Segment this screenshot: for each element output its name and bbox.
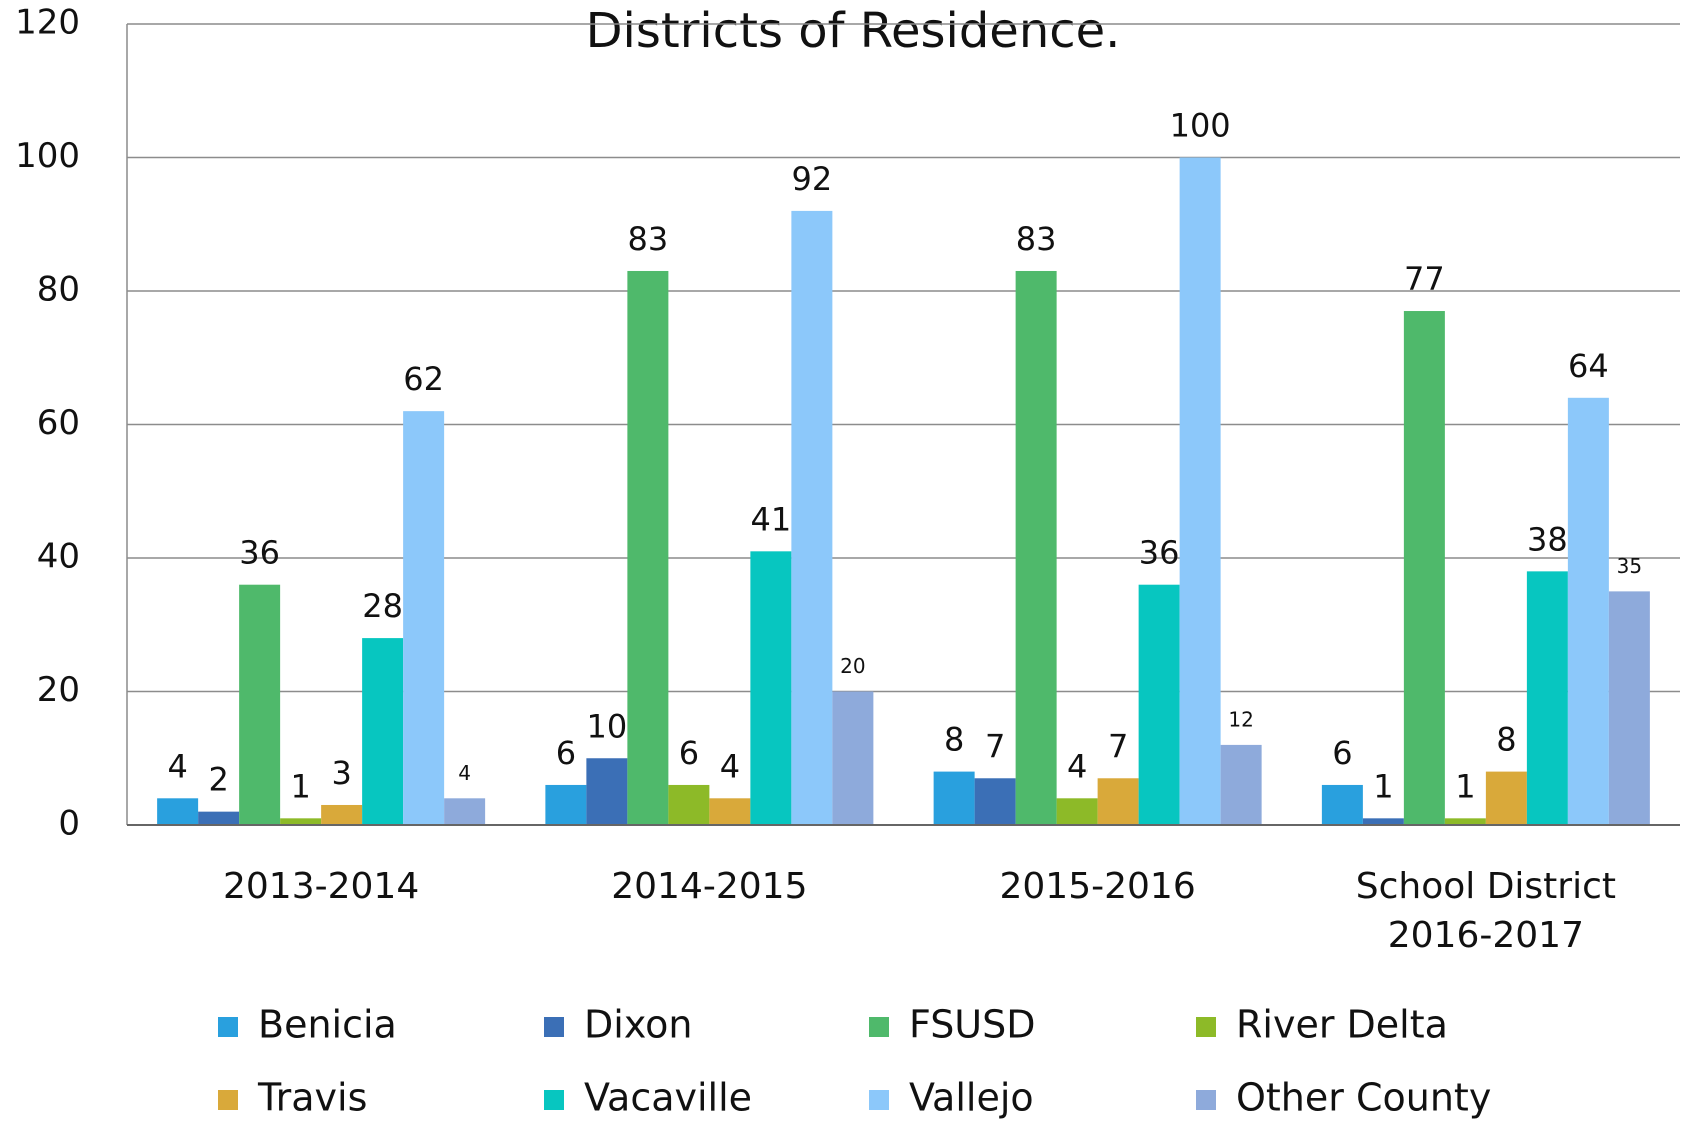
bar	[1056, 798, 1098, 825]
data-label: 6	[679, 734, 699, 772]
data-label: 8	[944, 721, 964, 759]
data-label: 1	[290, 767, 310, 805]
bar	[832, 691, 874, 825]
y-tick-label: 60	[37, 403, 80, 443]
chart-title: Districts of Residence.	[586, 3, 1121, 59]
data-label: 12	[1228, 707, 1253, 731]
data-label: 38	[1527, 520, 1568, 558]
bar	[1526, 571, 1568, 825]
y-tick-label: 100	[15, 136, 80, 176]
data-label: 28	[362, 587, 403, 625]
bar	[362, 638, 404, 825]
legend-label: Benicia	[258, 1003, 397, 1047]
legend-label: FSUSD	[909, 1003, 1036, 1047]
bar	[1362, 818, 1404, 825]
data-label: 3	[331, 754, 351, 792]
data-label: 7	[985, 727, 1005, 765]
legend-label: River Delta	[1236, 1003, 1448, 1047]
legend-label: Vallejo	[909, 1076, 1034, 1120]
data-label: 4	[167, 747, 187, 785]
x-tick-label: 2014-2015	[611, 866, 808, 907]
legend-swatch	[1196, 1090, 1216, 1110]
legend-swatch	[544, 1017, 564, 1037]
data-label: 1	[1455, 767, 1475, 805]
bar	[1321, 784, 1363, 825]
bar	[1444, 818, 1486, 825]
bar	[933, 771, 975, 825]
bar	[586, 758, 628, 825]
data-label: 41	[751, 500, 792, 538]
bar	[1485, 771, 1527, 825]
bar	[750, 551, 792, 825]
data-label: 10	[587, 707, 628, 745]
bar	[1015, 270, 1057, 826]
bar	[157, 798, 199, 825]
y-tick-label: 20	[37, 670, 80, 710]
legend-swatch	[869, 1090, 889, 1110]
legend-label: Vacaville	[584, 1076, 752, 1120]
y-tick-label: 0	[58, 804, 80, 844]
bar	[1567, 397, 1609, 825]
bar	[709, 798, 751, 825]
data-label: 36	[1139, 534, 1180, 572]
bar	[198, 811, 240, 825]
legend-label: Dixon	[584, 1003, 692, 1047]
data-label: 35	[1617, 554, 1642, 578]
data-label: 6	[556, 734, 576, 772]
legend-swatch	[869, 1017, 889, 1037]
bar	[1097, 778, 1139, 825]
legend-swatch	[1196, 1017, 1216, 1037]
legend-label: Other County	[1236, 1076, 1491, 1120]
data-label: 6	[1332, 734, 1352, 772]
data-label: 7	[1108, 727, 1128, 765]
x-tick-label: School District 2016-2017	[1355, 866, 1616, 956]
data-label: 1	[1373, 767, 1393, 805]
data-label: 92	[792, 160, 833, 198]
bar	[321, 804, 363, 825]
data-label: 2	[208, 761, 228, 799]
legend-swatch	[218, 1090, 238, 1110]
bar	[791, 210, 833, 825]
data-label: 4	[720, 747, 740, 785]
bar	[444, 798, 486, 825]
bar	[280, 818, 322, 825]
legend-swatch	[544, 1090, 564, 1110]
data-label: 77	[1404, 260, 1445, 298]
y-tick-label: 120	[15, 3, 80, 43]
x-tick-label: 2013-2014	[223, 866, 420, 907]
data-label: 62	[403, 360, 444, 398]
bar	[1220, 744, 1262, 825]
bar	[1138, 584, 1180, 825]
data-label: 8	[1496, 721, 1516, 759]
bar	[545, 784, 587, 825]
bar	[1179, 157, 1221, 825]
data-label: 4	[1067, 747, 1087, 785]
bar	[974, 778, 1016, 825]
data-label: 20	[840, 654, 865, 678]
data-label: 83	[628, 220, 669, 258]
y-tick-label: 80	[37, 270, 80, 310]
data-label: 36	[239, 534, 280, 572]
bar	[668, 784, 710, 825]
x-tick-label: 2015-2016	[999, 866, 1196, 907]
data-label: 4	[458, 761, 471, 785]
legend-label: Travis	[257, 1076, 367, 1120]
data-label: 83	[1016, 220, 1057, 258]
data-label: 100	[1170, 107, 1231, 145]
legend-swatch	[218, 1017, 238, 1037]
y-tick-label: 40	[37, 537, 80, 577]
bar	[403, 411, 445, 825]
bar	[1403, 311, 1445, 825]
bar	[239, 584, 281, 825]
bar	[627, 270, 669, 826]
data-label: 64	[1568, 347, 1609, 385]
bar	[1608, 591, 1650, 825]
